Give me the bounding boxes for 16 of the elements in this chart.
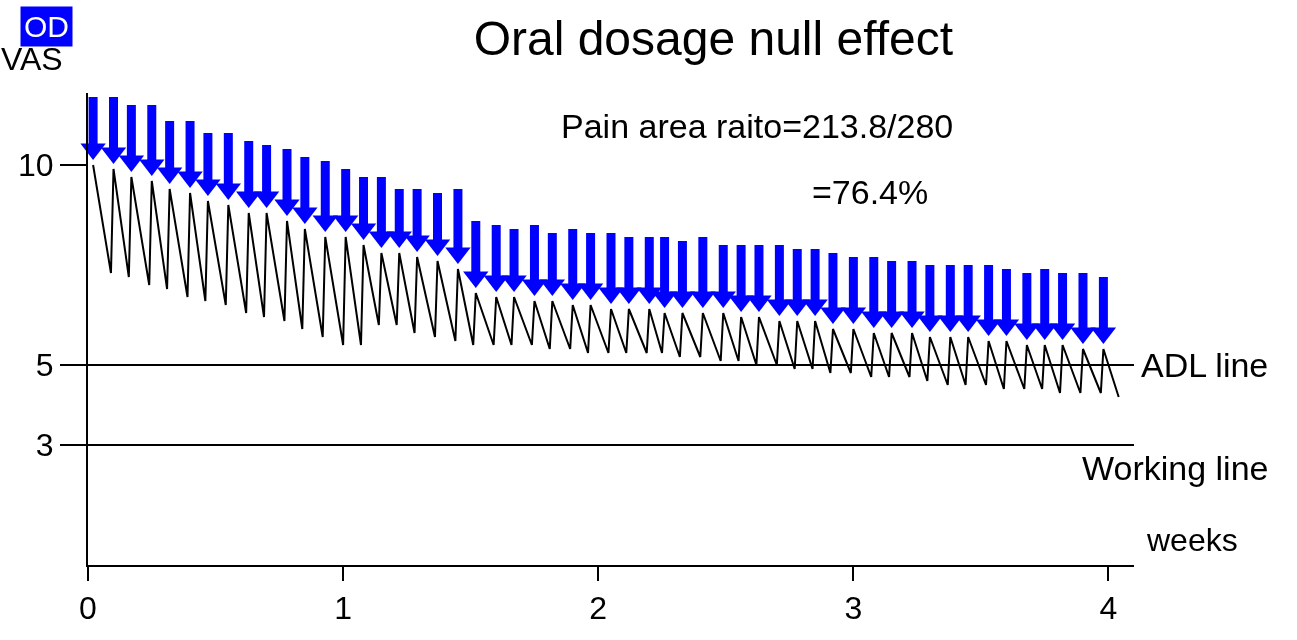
y-tick-label: 3 xyxy=(35,427,54,464)
ref-line-label: Working line xyxy=(1082,449,1269,487)
y-axis-title: VAS xyxy=(1,41,63,77)
x-tick-label: 4 xyxy=(1099,590,1118,627)
x-tick-label: 3 xyxy=(844,590,863,627)
y-tick-label: 5 xyxy=(35,347,54,384)
annotation: =76.4% xyxy=(812,173,929,211)
x-axis-title: weeks xyxy=(1146,522,1238,558)
annotation: Pain area raito=213.8/280 xyxy=(561,107,954,145)
ref-line-label: ADL line xyxy=(1141,346,1269,384)
chart-title: Oral dosage null effect xyxy=(473,12,954,66)
x-tick-label: 1 xyxy=(334,590,353,627)
x-tick-label: 2 xyxy=(589,590,608,627)
x-tick-label: 0 xyxy=(79,590,97,627)
y-tick-label: 10 xyxy=(18,147,54,184)
text: OD xyxy=(24,10,69,43)
